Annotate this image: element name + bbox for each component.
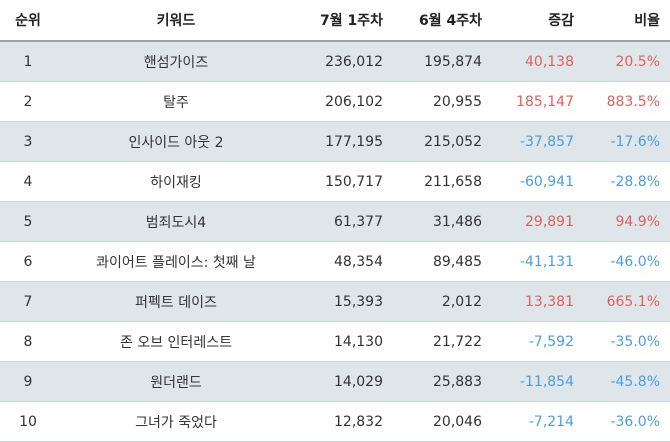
cell-week-current: 61,377 <box>296 201 393 242</box>
table-row: 6 콰이어트 플레이스: 첫째 날 48,354 89,485 -41,131 … <box>0 242 670 282</box>
header-rank: 순위 <box>0 0 56 42</box>
table-row: 2 탈주 206,102 20,955 185,147 883.5% <box>0 82 670 122</box>
cell-rank: 6 <box>23 253 33 270</box>
cell-ratio: -36.0% <box>610 413 660 430</box>
table-row: 4 하이재킹 150,717 211,658 -60,941 -28.8% <box>0 162 670 202</box>
cell-change: 185,147 <box>516 93 574 110</box>
table-row: 7 퍼펙트 데이즈 15,393 2,012 13,381 665.1% <box>0 281 670 322</box>
cell-week-current: 14,029 <box>296 361 393 402</box>
cell-keyword: 존 오브 인터레스트 <box>120 334 232 351</box>
table-row: 10 그녀가 죽었다 12,832 20,046 -7,214 -36.0% <box>0 402 670 442</box>
cell-rank: 7 <box>0 281 56 322</box>
cell-ratio: 665.1% <box>584 281 670 322</box>
cell-rank: 4 <box>23 173 33 190</box>
table-row: 9 원더랜드 14,029 25,883 -11,854 -45.8% <box>0 361 670 402</box>
cell-rank: 2 <box>23 93 33 110</box>
cell-change: 13,381 <box>492 281 584 322</box>
table-header: 순위 키워드 7월 1주차 6월 4주차 증감 비율 <box>0 0 670 42</box>
cell-week-current: 48,354 <box>334 253 383 270</box>
table-row: 5 범죄도시4 61,377 31,486 29,891 94.9% <box>0 201 670 242</box>
cell-change: -60,941 <box>519 173 574 190</box>
cell-ratio: -35.0% <box>610 333 660 350</box>
cell-week-prev: 31,486 <box>393 201 492 242</box>
cell-week-prev: 195,874 <box>393 41 492 82</box>
cell-ratio: 20.5% <box>584 41 670 82</box>
cell-week-prev: 89,485 <box>433 253 482 270</box>
cell-change: -37,857 <box>492 121 584 162</box>
cell-keyword: 인사이드 아웃 2 <box>56 121 296 162</box>
cell-keyword: 하이재킹 <box>150 174 202 191</box>
cell-rank: 8 <box>23 333 33 350</box>
cell-ratio: -28.8% <box>610 173 660 190</box>
cell-change: -11,854 <box>492 361 584 402</box>
cell-rank: 5 <box>0 201 56 242</box>
cell-keyword: 콰이어트 플레이스: 첫째 날 <box>96 254 256 271</box>
cell-week-prev: 20,046 <box>433 413 482 430</box>
cell-change: -7,214 <box>528 413 574 430</box>
cell-week-prev: 215,052 <box>393 121 492 162</box>
table-row: 8 존 오브 인터레스트 14,130 21,722 -7,592 -35.0% <box>0 322 670 362</box>
cell-change: -41,131 <box>519 253 574 270</box>
table-row: 1 핸섬가이즈 236,012 195,874 40,138 20.5% <box>0 41 670 82</box>
cell-rank: 3 <box>0 121 56 162</box>
cell-keyword: 범죄도시4 <box>56 201 296 242</box>
cell-week-prev: 2,012 <box>393 281 492 322</box>
cell-ratio: 883.5% <box>606 93 660 110</box>
header-change: 증감 <box>492 0 584 42</box>
cell-week-prev: 20,955 <box>433 93 482 110</box>
cell-change: -7,592 <box>528 333 574 350</box>
table-row: 3 인사이드 아웃 2 177,195 215,052 -37,857 -17.… <box>0 121 670 162</box>
header-week-prev: 6월 4주차 <box>393 0 492 42</box>
header-week-current: 7월 1주차 <box>296 0 393 42</box>
cell-rank: 1 <box>0 41 56 82</box>
cell-week-current: 177,195 <box>296 121 393 162</box>
cell-keyword: 퍼펙트 데이즈 <box>56 281 296 322</box>
cell-keyword: 원더랜드 <box>56 361 296 402</box>
cell-ratio: -45.8% <box>584 361 670 402</box>
cell-keyword: 핸섬가이즈 <box>56 41 296 82</box>
cell-week-current: 150,717 <box>325 173 383 190</box>
cell-week-prev: 25,883 <box>393 361 492 402</box>
cell-week-current: 206,102 <box>325 93 383 110</box>
cell-week-current: 236,012 <box>296 41 393 82</box>
cell-change: 29,891 <box>492 201 584 242</box>
cell-keyword: 탈주 <box>163 94 189 111</box>
cell-keyword: 그녀가 죽었다 <box>135 414 217 431</box>
header-keyword: 키워드 <box>56 0 296 42</box>
cell-rank: 10 <box>19 413 37 430</box>
cell-week-current: 15,393 <box>296 281 393 322</box>
cell-rank: 9 <box>0 361 56 402</box>
header-row: 순위 키워드 7월 1주차 6월 4주차 증감 비율 <box>0 0 670 42</box>
cell-ratio: -46.0% <box>610 253 660 270</box>
table-body: 1 핸섬가이즈 236,012 195,874 40,138 20.5% 2 탈… <box>0 41 670 442</box>
cell-ratio: 94.9% <box>584 201 670 242</box>
cell-week-current: 12,832 <box>334 413 383 430</box>
header-ratio: 비율 <box>584 0 670 42</box>
cell-week-prev: 21,722 <box>433 333 482 350</box>
cell-week-current: 14,130 <box>334 333 383 350</box>
cell-ratio: -17.6% <box>584 121 670 162</box>
cell-week-prev: 211,658 <box>424 173 482 190</box>
cell-change: 40,138 <box>492 41 584 82</box>
